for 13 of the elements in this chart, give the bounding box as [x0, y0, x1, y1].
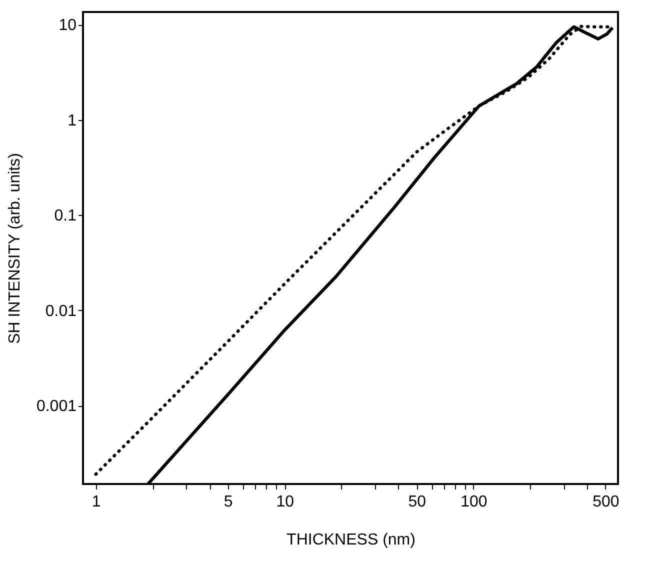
y-tick-label: 10 — [58, 17, 77, 34]
x-tick-label: 100 — [460, 494, 488, 510]
y-tick-label: 1 — [68, 112, 77, 130]
x-tick-label: 10 — [276, 494, 294, 510]
x-tick-label: 5 — [224, 494, 233, 510]
y-tick-label: 0.01 — [45, 302, 77, 320]
x-tick-label: 50 — [408, 494, 426, 510]
x-tick-label: 1 — [92, 494, 101, 510]
x-tick-label: 500 — [592, 494, 620, 510]
x-axis-title: THICKNESS (nm) — [286, 532, 416, 548]
y-axis-title: SH INTENSITY (arb. units) — [6, 153, 24, 344]
y-tick-label: 0.1 — [54, 208, 77, 225]
y-tick-label: 0.001 — [36, 398, 77, 416]
